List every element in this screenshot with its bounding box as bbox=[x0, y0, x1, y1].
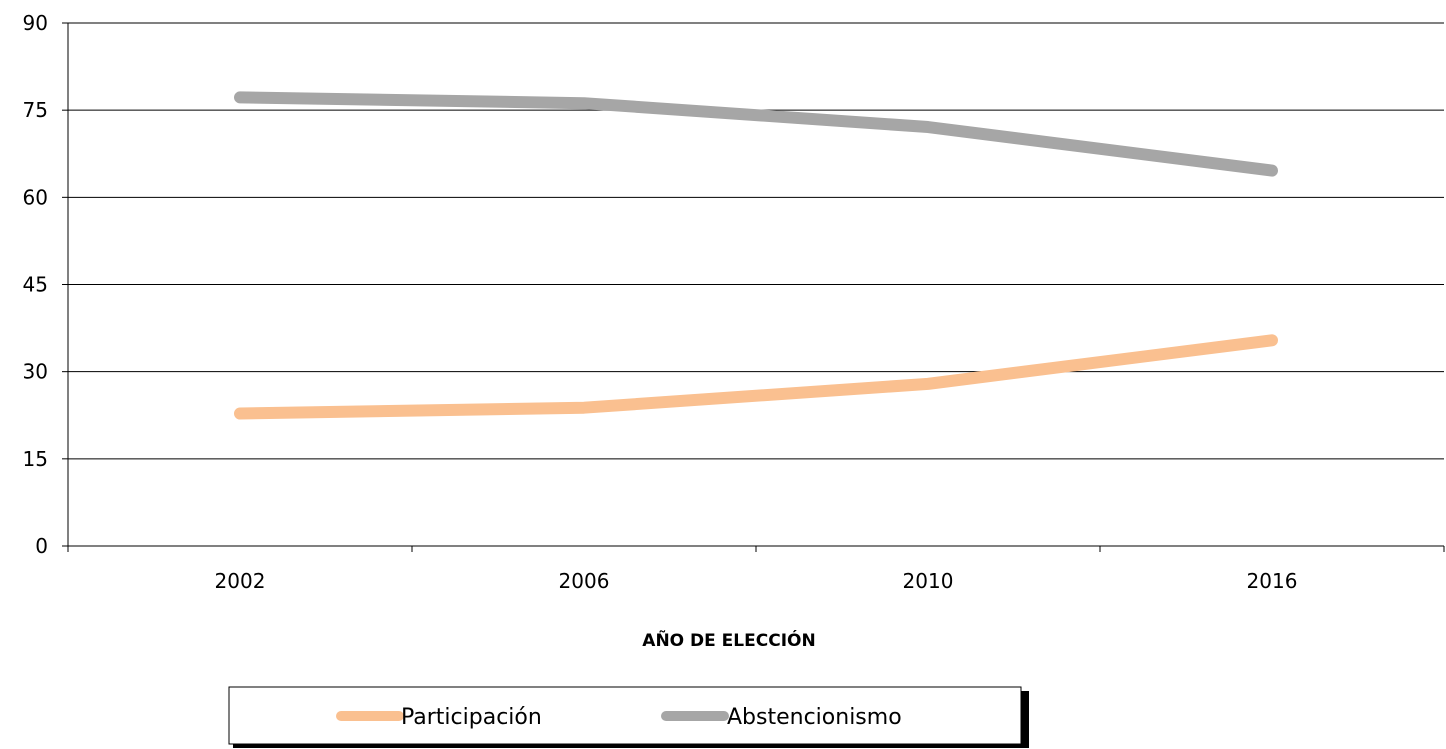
y-tick-label: 45 bbox=[23, 273, 48, 297]
y-tick-label: 90 bbox=[23, 11, 48, 35]
x-tick-label: 2010 bbox=[903, 569, 954, 593]
data-point bbox=[927, 382, 929, 385]
data-point bbox=[583, 102, 585, 105]
y-tick-labels: 0 15 30 45 60 75 90 bbox=[23, 11, 48, 558]
data-point bbox=[239, 412, 241, 415]
legend-label: Abstencionismo bbox=[727, 705, 902, 730]
data-point bbox=[1271, 339, 1273, 342]
x-tick-label: 2016 bbox=[1247, 569, 1298, 593]
legend-entry: Abstencionismo bbox=[661, 705, 902, 730]
data-point bbox=[927, 126, 929, 129]
x-axis-title: AÑO DE ELECCIÓN bbox=[642, 628, 815, 651]
x-tick-labels: 2002 2006 2010 2016 bbox=[215, 569, 1298, 593]
x-tick-label: 2006 bbox=[559, 569, 610, 593]
data-point bbox=[583, 406, 585, 409]
legend-entry: Participación bbox=[336, 705, 542, 730]
y-tick-label: 15 bbox=[23, 447, 48, 471]
legend-label: Participación bbox=[401, 705, 542, 730]
series-lines bbox=[234, 91, 1278, 420]
y-tick-label: 75 bbox=[23, 98, 48, 122]
data-point bbox=[1271, 169, 1273, 172]
data-point bbox=[239, 96, 241, 99]
axes bbox=[62, 22, 1445, 552]
x-tick-label: 2002 bbox=[215, 569, 266, 593]
y-tick-label: 30 bbox=[23, 360, 48, 384]
y-tick-label: 60 bbox=[23, 185, 48, 209]
y-tick-label: 0 bbox=[35, 534, 48, 558]
series-line bbox=[234, 91, 1278, 177]
series-line bbox=[234, 334, 1278, 420]
legend: Participación Abstencionismo bbox=[228, 686, 1029, 748]
